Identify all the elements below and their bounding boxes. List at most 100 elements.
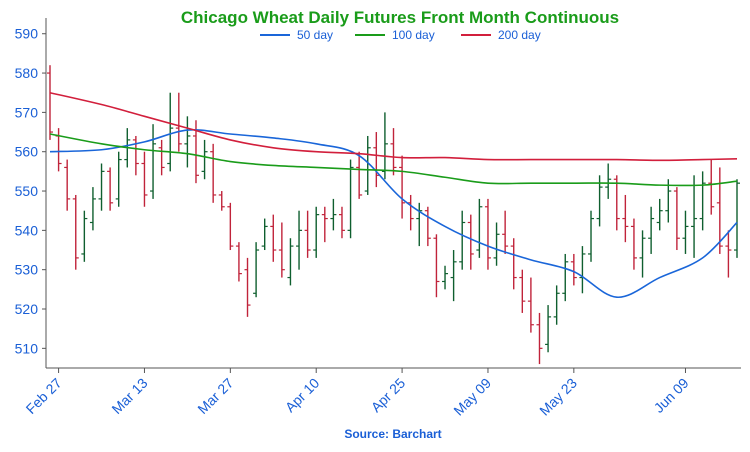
legend-label: 200 day [498, 28, 541, 42]
ohlc-bar [424, 206, 431, 247]
legend: 50 day 100 day 200 day [260, 28, 541, 42]
ohlc-bar [270, 214, 277, 262]
ohlc-bar [338, 206, 345, 239]
ohlc-bar [321, 206, 328, 243]
ohlc-bar [656, 198, 663, 231]
ohlc-bar [630, 218, 637, 270]
ohlc-bar [390, 128, 397, 176]
ohlc-bar [691, 175, 698, 258]
ohlc-bar [579, 246, 586, 294]
y-tick-label: 560 [15, 144, 39, 160]
ohlc-bar [89, 187, 96, 231]
y-tick-label: 580 [15, 65, 39, 81]
ohlc-bar [381, 112, 388, 180]
x-tick-label: May 23 [536, 375, 580, 419]
ohlc-bar [639, 230, 646, 278]
source-label: Source: Barchart [344, 427, 441, 441]
y-tick-label: 590 [15, 26, 39, 42]
ohlc-bar [433, 234, 440, 298]
ohlc-bar [562, 253, 569, 302]
ohlc-bar [132, 135, 139, 176]
ohlc-bar [716, 167, 723, 254]
ohlc-bar [227, 202, 234, 251]
ohlc-bar [536, 312, 543, 365]
ohlc-bar [519, 269, 526, 313]
x-axis: Feb 27 Mar 13 Mar 27 Apr 10 Apr 25 May 09 May … [23, 368, 692, 419]
ohlc-bar [450, 250, 457, 302]
legend-label: 50 day [297, 28, 333, 42]
ohlc-bar [527, 277, 534, 333]
ohlc-bar [115, 151, 122, 207]
ohlc-bar [588, 210, 595, 262]
ohlc-bar [605, 163, 612, 199]
ohlc-bar [553, 285, 560, 325]
y-tick-label: 510 [15, 340, 39, 356]
ohlc-bar [476, 198, 483, 258]
ohlc-bar [304, 210, 311, 258]
ohlc-bar [502, 210, 509, 254]
x-tick-label: Jun 09 [651, 375, 692, 416]
ohlc-bar [296, 210, 303, 270]
ohlc-bar [150, 124, 157, 199]
ohlc-bar [493, 222, 500, 266]
ohlc-bar [235, 242, 242, 282]
ohlc-bar [682, 210, 689, 254]
ohlc-bar [98, 163, 105, 211]
ohlc-bar [167, 92, 174, 172]
y-tick-label: 540 [15, 222, 39, 238]
ohlc-bar [510, 238, 517, 290]
series-line-100-day [49, 133, 738, 187]
ohlc-bar [725, 230, 732, 278]
ohlc-bar [158, 139, 165, 176]
ohlc-bar [570, 253, 577, 286]
ohlc-bar [244, 257, 251, 317]
ohlc-bar [407, 194, 414, 231]
ohlc-bar [648, 206, 655, 254]
ohlc-bar [81, 210, 88, 262]
y-tick-label: 550 [15, 183, 39, 199]
ohlc-bar [545, 305, 552, 353]
ohlc-bar [330, 198, 337, 231]
ohlc-bar [201, 139, 208, 180]
ohlc-bar [459, 210, 466, 270]
ohlc-bar [613, 175, 620, 231]
ohlc-bar [734, 179, 740, 258]
ohlc-bar [708, 159, 715, 215]
ohlc-bars [47, 65, 740, 365]
ohlc-bar [64, 159, 71, 211]
ohlc-bar [261, 218, 268, 251]
ohlc-bar [442, 265, 449, 290]
ohlc-bar [364, 135, 371, 195]
ohlc-bar [467, 214, 474, 270]
ohlc-bar [218, 191, 225, 211]
ohlc-bar [347, 159, 354, 239]
ohlc-bar [665, 179, 672, 223]
ohlc-bar [356, 151, 363, 199]
ohlc-bar [313, 206, 320, 258]
ohlc-bar [484, 198, 491, 270]
ohlc-bar [399, 155, 406, 219]
series-line-200-day [49, 91, 738, 162]
ohlc-bar [107, 167, 114, 211]
x-tick-label: Mar 27 [194, 375, 236, 417]
moving-average-lines [49, 91, 738, 299]
ohlc-bar [184, 116, 191, 168]
ohlc-bar [141, 151, 148, 207]
x-tick-label: Apr 25 [368, 375, 409, 416]
ohlc-bar [373, 132, 380, 188]
ohlc-bar [699, 171, 706, 231]
series-line-50-day [49, 129, 738, 299]
ohlc-bar [210, 143, 217, 203]
y-tick-label: 520 [15, 301, 39, 317]
ohlc-bar [287, 238, 294, 286]
x-tick-label: May 09 [450, 375, 494, 419]
ohlc-bar [175, 92, 182, 152]
legend-label: 100 day [392, 28, 435, 42]
x-tick-label: Apr 10 [282, 375, 323, 416]
ohlc-bar [622, 194, 629, 243]
ohlc-bar [47, 65, 53, 140]
y-tick-label: 570 [15, 104, 39, 120]
ohlc-bar [72, 194, 79, 270]
chart-title: Chicago Wheat Daily Futures Front Month … [181, 8, 619, 27]
